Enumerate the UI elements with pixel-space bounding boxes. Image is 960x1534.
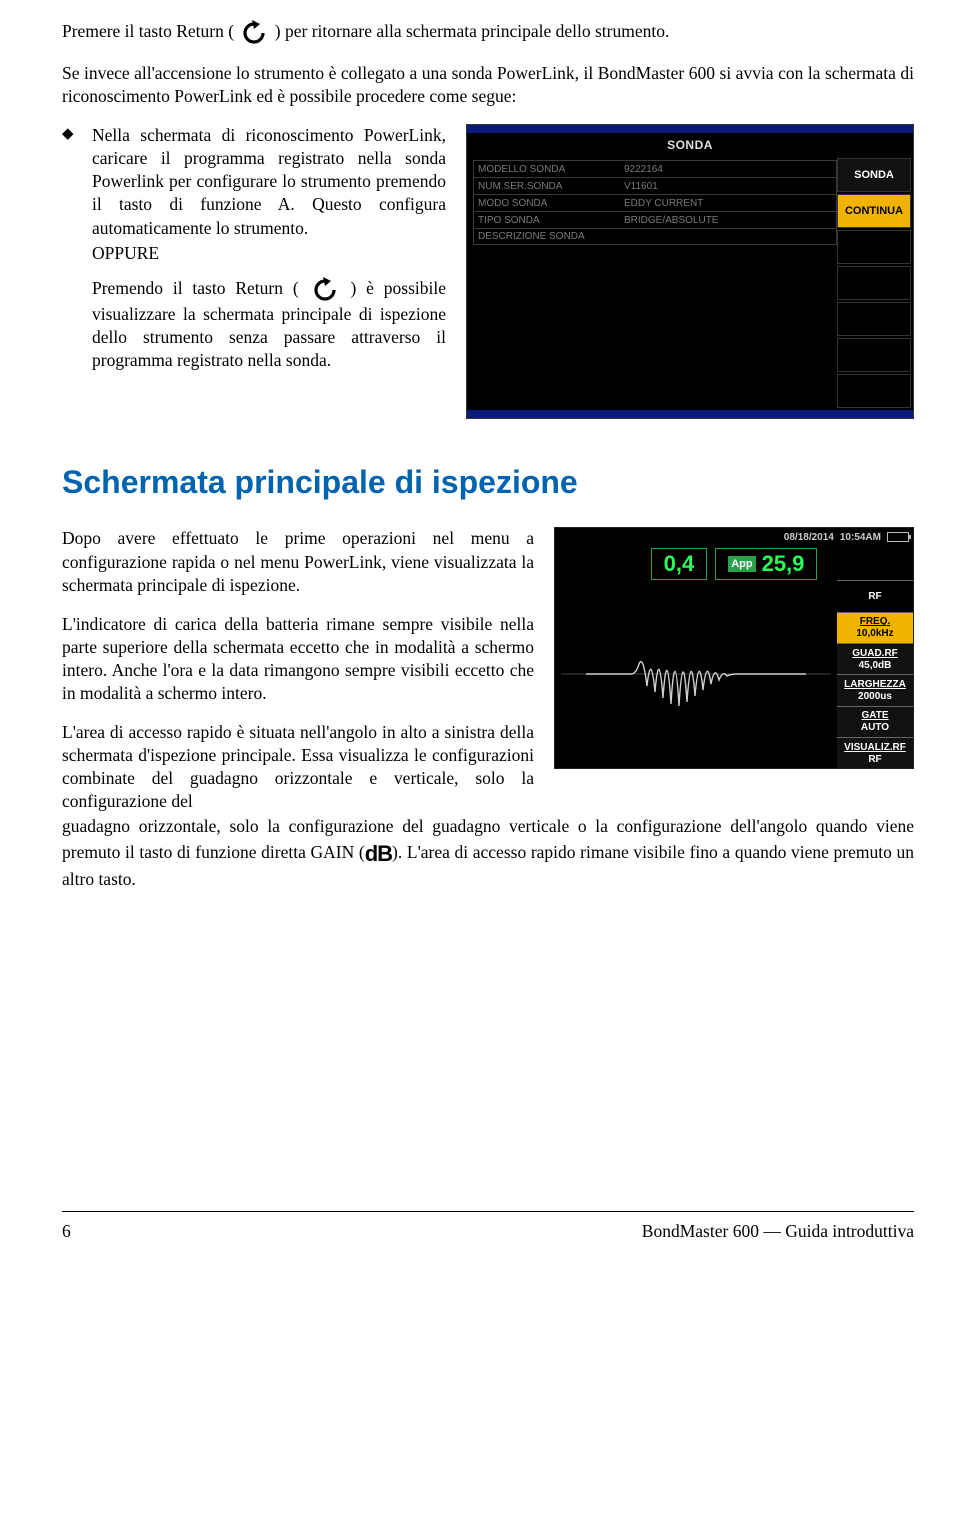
readout-2-val: 25,9: [762, 549, 805, 578]
sonda-row-label: NUM.SER.SONDA: [474, 181, 624, 192]
insp-waveform: [555, 580, 837, 768]
readout-1: 0,4: [651, 548, 708, 580]
section-heading: Schermata principale di ispezione: [62, 461, 914, 503]
return-icon: [311, 277, 339, 303]
guad-value: 45,0dB: [859, 660, 892, 671]
after-oppure: Premendo il tasto Return ( ) è possibile…: [92, 277, 446, 372]
body-p3-post: ). L'area di accesso rapido rimane visib…: [62, 842, 914, 889]
bullet-text: Nella schermata di riconoscimento PowerL…: [92, 124, 446, 239]
bullet-item: ◆ Nella schermata di riconoscimento Powe…: [62, 124, 914, 419]
sonda-row: TIPO SONDA BRIDGE/ABSOLUTE: [473, 211, 837, 228]
sonda-button[interactable]: SONDA: [837, 158, 911, 192]
visualiz-label: VISUALIZ.RF: [844, 742, 906, 753]
sonda-row: DESCRIZIONE SONDA: [473, 228, 837, 245]
empty-button: [837, 230, 911, 264]
larghezza-button[interactable]: LARGHEZZA 2000us: [837, 674, 913, 705]
intro-post: ) per ritornare alla schermata principal…: [275, 21, 670, 41]
larghezza-value: 2000us: [858, 691, 892, 702]
sonda-title: SONDA: [467, 133, 913, 156]
battery-icon: [887, 532, 909, 542]
insp-readouts: 0,4 App 25,9: [555, 546, 913, 580]
sonda-row-value: EDDY CURRENT: [624, 198, 836, 209]
page-number: 6: [62, 1220, 71, 1243]
after-pre: Premendo il tasto Return (: [92, 278, 299, 298]
body-p2: L'indicatore di carica della batteria ri…: [62, 613, 534, 705]
sonda-bluebar: [467, 410, 913, 418]
sonda-sidebar: SONDA CONTINUA: [837, 156, 913, 410]
rf-heading-label: RF: [868, 591, 881, 602]
bullet-marker: ◆: [62, 124, 80, 419]
return-icon: [240, 20, 268, 46]
sonda-row-value: 9222164: [624, 164, 836, 175]
body-p3-cont: guadagno orizzontale, solo la configuraz…: [62, 815, 914, 890]
sonda-row-label: DESCRIZIONE SONDA: [474, 231, 624, 242]
freq-label: FREQ.: [860, 616, 891, 627]
page-footer: 6 BondMaster 600 — Guida introduttiva: [62, 1211, 914, 1243]
empty-button: [837, 374, 911, 408]
freq-button[interactable]: FREQ. 10,0kHz: [837, 612, 913, 643]
gate-label: GATE: [861, 710, 888, 721]
insp-date: 08/18/2014: [784, 531, 834, 544]
inspection-screenshot: 08/18/2014 10:54AM 0,4 App 25,9: [554, 527, 914, 769]
body-p3-partial: L'area di accesso rapido è situata nell'…: [62, 721, 534, 813]
readout-1-val: 0,4: [664, 549, 695, 578]
sonda-table: MODELLO SONDA 9222164 NUM.SER.SONDA V116…: [467, 156, 837, 410]
sonda-row-value: BRIDGE/ABSOLUTE: [624, 215, 836, 226]
sonda-row: MODELLO SONDA 9222164: [473, 160, 837, 177]
gate-button[interactable]: GATE AUTO: [837, 706, 913, 737]
empty-button: [837, 266, 911, 300]
empty-button: [837, 302, 911, 336]
sonda-row-label: MODO SONDA: [474, 198, 624, 209]
sonda-bluebar: [467, 125, 913, 133]
sonda-screenshot: SONDA MODELLO SONDA 9222164 NUM.SER.SOND…: [466, 124, 914, 419]
sonda-row-label: MODELLO SONDA: [474, 164, 624, 175]
continua-button[interactable]: CONTINUA: [837, 194, 911, 228]
visualiz-value: RF: [868, 754, 881, 765]
db-icon: dB: [365, 841, 392, 866]
sonda-row: NUM.SER.SONDA V11601: [473, 177, 837, 194]
larghezza-label: LARGHEZZA: [844, 679, 906, 690]
body-p1: Dopo avere effettuato le prime operazion…: [62, 527, 534, 596]
readout-app-badge: App: [728, 556, 755, 573]
rf-heading: RF: [837, 580, 913, 611]
intro-line: Premere il tasto Return ( ) per ritornar…: [62, 20, 914, 46]
sonda-row-label: TIPO SONDA: [474, 215, 624, 226]
gate-value: AUTO: [861, 722, 889, 733]
readout-2: App 25,9: [715, 548, 817, 580]
insp-time: 10:54AM: [840, 531, 881, 544]
guad-label: GUAD.RF: [852, 648, 898, 659]
sonda-row-value: V11601: [624, 181, 836, 192]
empty-button: [837, 338, 911, 372]
insp-sidebar: RF FREQ. 10,0kHz GUAD.RF 45,0dB LARGHEZZ…: [837, 580, 913, 768]
sonda-row: MODO SONDA EDDY CURRENT: [473, 194, 837, 211]
guad-button[interactable]: GUAD.RF 45,0dB: [837, 643, 913, 674]
insp-statusbar: 08/18/2014 10:54AM: [555, 528, 913, 546]
freq-value: 10,0kHz: [856, 628, 893, 639]
visualiz-button[interactable]: VISUALIZ.RF RF: [837, 737, 913, 768]
intro-pre: Premere il tasto Return (: [62, 21, 234, 41]
para2: Se invece all'accensione lo strumento è …: [62, 62, 914, 108]
oppure: OPPURE: [92, 242, 446, 265]
footer-title: BondMaster 600 — Guida introduttiva: [642, 1220, 914, 1243]
